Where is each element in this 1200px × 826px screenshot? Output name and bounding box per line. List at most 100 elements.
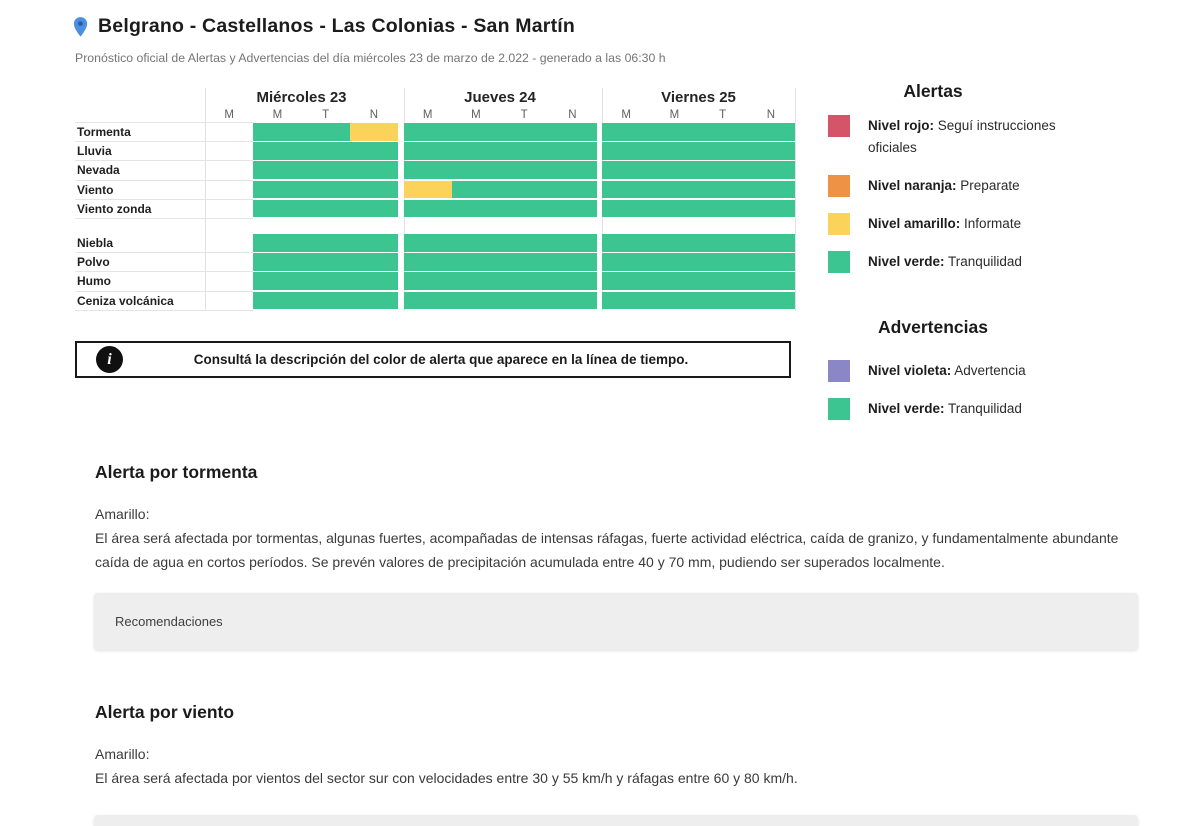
timeline-cell-green[interactable] bbox=[253, 199, 302, 218]
timeline-cell-green[interactable] bbox=[253, 253, 302, 271]
timeline-cell-green[interactable] bbox=[451, 234, 501, 252]
timeline-cell-green[interactable] bbox=[548, 291, 597, 310]
timeline-cell-green[interactable] bbox=[698, 272, 748, 291]
timeline-cell-green[interactable] bbox=[650, 291, 699, 310]
timeline-cell-green[interactable] bbox=[650, 234, 699, 252]
timeline-cell-green[interactable] bbox=[500, 234, 549, 252]
timeline-cell-green[interactable] bbox=[301, 291, 351, 310]
timeline-cell-green[interactable] bbox=[451, 253, 501, 271]
recommendations-accordion-tormenta[interactable]: Recomendaciones bbox=[94, 593, 1138, 650]
timeline-cell-green[interactable] bbox=[746, 142, 796, 160]
timeline-cell-green[interactable] bbox=[301, 161, 351, 180]
timeline-cell-green[interactable] bbox=[349, 199, 399, 218]
timeline-cell-green[interactable] bbox=[548, 123, 597, 141]
timeline-cell-green[interactable] bbox=[650, 199, 699, 218]
timeline-cell-green[interactable] bbox=[602, 234, 651, 252]
timeline-cell-green[interactable] bbox=[253, 180, 302, 199]
timeline-cell-green[interactable] bbox=[451, 142, 501, 160]
timeline-cell-green[interactable] bbox=[253, 142, 302, 160]
timeline-cell-green[interactable] bbox=[500, 199, 549, 218]
timeline-cell-green[interactable] bbox=[349, 234, 399, 252]
timeline-cell-green[interactable] bbox=[451, 180, 501, 199]
timeline-cell-green[interactable] bbox=[602, 161, 651, 180]
timeline-cell-green[interactable] bbox=[451, 272, 501, 291]
timeline-cell-green[interactable] bbox=[500, 142, 549, 160]
timeline-cell-green[interactable] bbox=[746, 180, 796, 199]
timeline-cell-green[interactable] bbox=[451, 291, 501, 310]
timeline-cell-green[interactable] bbox=[301, 234, 351, 252]
timeline-cell-green[interactable] bbox=[253, 272, 302, 291]
timeline-cell-green[interactable] bbox=[349, 142, 399, 160]
timeline-cell-green[interactable] bbox=[253, 291, 302, 310]
timeline-cell-green[interactable] bbox=[698, 161, 748, 180]
timeline-cell-green[interactable] bbox=[451, 123, 501, 141]
timeline-cell-green[interactable] bbox=[650, 272, 699, 291]
timeline-cell-green[interactable] bbox=[301, 199, 351, 218]
timeline-cell-green[interactable] bbox=[349, 180, 399, 199]
timeline-cell-green[interactable] bbox=[403, 253, 453, 271]
timeline-cell-green[interactable] bbox=[746, 199, 796, 218]
timeline-cell-green[interactable] bbox=[650, 123, 699, 141]
timeline-cell-green[interactable] bbox=[698, 180, 748, 199]
timeline-cell-green[interactable] bbox=[602, 199, 651, 218]
timeline-cell-green[interactable] bbox=[500, 291, 549, 310]
timeline-cell-green[interactable] bbox=[746, 291, 796, 310]
timeline-cell-green[interactable] bbox=[650, 161, 699, 180]
timeline-cell-green[interactable] bbox=[451, 161, 501, 180]
timeline-cell-green[interactable] bbox=[451, 199, 501, 218]
timeline-cell-green[interactable] bbox=[403, 291, 453, 310]
timeline-cell-green[interactable] bbox=[548, 234, 597, 252]
timeline-cell-green[interactable] bbox=[403, 234, 453, 252]
timeline-cell-green[interactable] bbox=[301, 180, 351, 199]
timeline-cell-green[interactable] bbox=[548, 253, 597, 271]
timeline-cell-green[interactable] bbox=[301, 142, 351, 160]
timeline-cell-green[interactable] bbox=[301, 123, 351, 141]
timeline-cell-green[interactable] bbox=[698, 291, 748, 310]
timeline-cell-green[interactable] bbox=[253, 161, 302, 180]
timeline-cell-green[interactable] bbox=[698, 123, 748, 141]
timeline-cell-green[interactable] bbox=[301, 253, 351, 271]
timeline-cell-green[interactable] bbox=[500, 123, 549, 141]
timeline-cell-green[interactable] bbox=[349, 291, 399, 310]
timeline-cell-green[interactable] bbox=[403, 123, 453, 141]
timeline-cell-green[interactable] bbox=[301, 272, 351, 291]
timeline-cell-green[interactable] bbox=[602, 123, 651, 141]
timeline-cell-green[interactable] bbox=[746, 234, 796, 252]
timeline-cell-green[interactable] bbox=[500, 253, 549, 271]
timeline-cell-green[interactable] bbox=[500, 180, 549, 199]
timeline-cell-green[interactable] bbox=[602, 142, 651, 160]
timeline-cell-green[interactable] bbox=[349, 253, 399, 271]
timeline-cell-green[interactable] bbox=[602, 291, 651, 310]
timeline-cell-green[interactable] bbox=[698, 234, 748, 252]
timeline-cell-green[interactable] bbox=[500, 272, 549, 291]
timeline-cell-green[interactable] bbox=[403, 161, 453, 180]
timeline-cell-green[interactable] bbox=[602, 180, 651, 199]
timeline-cell-green[interactable] bbox=[548, 161, 597, 180]
timeline-cell-green[interactable] bbox=[403, 199, 453, 218]
timeline-cell-green[interactable] bbox=[253, 234, 302, 252]
timeline-cell-green[interactable] bbox=[746, 253, 796, 271]
timeline-cell-green[interactable] bbox=[746, 272, 796, 291]
timeline-cell-yellow[interactable] bbox=[403, 180, 453, 199]
timeline-cell-green[interactable] bbox=[548, 180, 597, 199]
timeline-cell-green[interactable] bbox=[650, 253, 699, 271]
timeline-cell-green[interactable] bbox=[698, 142, 748, 160]
timeline-cell-green[interactable] bbox=[698, 253, 748, 271]
timeline-cell-green[interactable] bbox=[602, 253, 651, 271]
timeline-cell-green[interactable] bbox=[403, 142, 453, 160]
timeline-cell-green[interactable] bbox=[746, 161, 796, 180]
timeline-cell-green[interactable] bbox=[650, 180, 699, 199]
timeline-cell-green[interactable] bbox=[349, 272, 399, 291]
timeline-cell-green[interactable] bbox=[548, 199, 597, 218]
timeline-cell-green[interactable] bbox=[698, 199, 748, 218]
timeline-cell-green[interactable] bbox=[403, 272, 453, 291]
timeline-cell-green[interactable] bbox=[602, 272, 651, 291]
timeline-cell-green[interactable] bbox=[548, 272, 597, 291]
timeline-cell-green[interactable] bbox=[500, 161, 549, 180]
timeline-cell-green[interactable] bbox=[746, 123, 796, 141]
timeline-cell-green[interactable] bbox=[349, 161, 399, 180]
timeline-cell-green[interactable] bbox=[650, 142, 699, 160]
timeline-cell-yellow[interactable] bbox=[349, 123, 399, 141]
timeline-cell-green[interactable] bbox=[253, 123, 302, 141]
recommendations-accordion-viento[interactable]: Recomendaciones bbox=[94, 815, 1138, 826]
